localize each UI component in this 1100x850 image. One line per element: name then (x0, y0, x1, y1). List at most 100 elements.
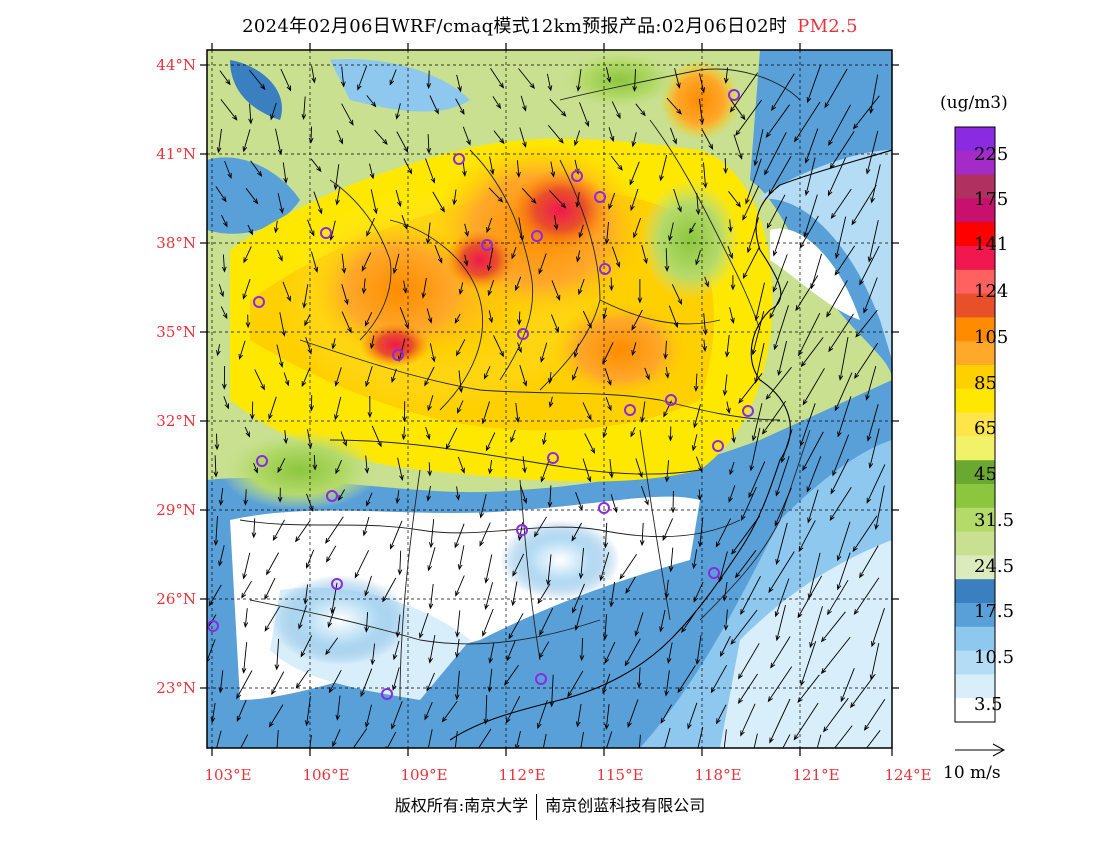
colorbar-label: 3.5 (974, 694, 1003, 715)
arrow-right-icon (992, 743, 1006, 757)
wind-arrow (268, 396, 277, 420)
wind-arrow (336, 130, 343, 145)
wind-arrow (277, 487, 283, 503)
wind-arrow (578, 278, 585, 296)
wind-arrow (434, 244, 443, 264)
wind-arrow (664, 248, 670, 272)
axis-ticks (200, 43, 899, 756)
wind-arrow (364, 312, 373, 327)
wind-arrow (641, 244, 648, 265)
wind-vectors (207, 65, 886, 748)
wind-arrow (241, 580, 252, 599)
wind-arrow (793, 702, 819, 741)
wind-arrow (218, 670, 224, 694)
wind-arrow (216, 128, 222, 154)
wind-arrow (741, 486, 757, 521)
station-marker (207, 620, 219, 632)
wind-arrow (238, 340, 246, 360)
wind-arrow (664, 579, 670, 599)
wind-arrow (389, 69, 397, 86)
wind-arrow (702, 339, 707, 352)
wind-arrow (733, 134, 743, 160)
wind-arrow (463, 254, 469, 267)
wind-arrow (859, 245, 880, 286)
wind-arrow (249, 69, 266, 91)
wind-arrow (354, 550, 370, 579)
station-marker (708, 567, 720, 579)
wind-arrow (834, 216, 847, 259)
colorbar-swatch (955, 436, 995, 461)
wind-arrow (580, 731, 584, 748)
wind-arrow (740, 703, 756, 737)
colorbar-swatch (955, 174, 995, 199)
wind-arrow (630, 427, 636, 438)
station-marker (392, 349, 404, 361)
wind-arrow (745, 158, 762, 205)
wind-arrow (761, 400, 787, 435)
wind-arrow (695, 250, 701, 266)
chart-title: 2024年02月06日WRF/cmaq模式12km预报产品:02月06日02时 P… (0, 12, 1100, 38)
wind-arrow (602, 614, 608, 641)
wind-arrow (335, 459, 343, 475)
wind-arrow (326, 545, 337, 563)
wind-arrow (360, 668, 373, 698)
wind-arrow (572, 583, 585, 614)
wind-arrow (295, 520, 311, 543)
wind-arrow (547, 485, 553, 508)
wind-arrow (611, 246, 621, 268)
wind-arrow (282, 162, 288, 184)
wind-arrow (484, 582, 494, 611)
wind-arrow (579, 637, 585, 662)
wind-arrow (483, 694, 489, 725)
wind-arrow (734, 550, 757, 579)
wind-arrow (362, 516, 370, 537)
station-marker (481, 239, 493, 251)
station-marker (320, 227, 332, 239)
station-marker (728, 89, 740, 101)
wind-arrow (402, 401, 407, 423)
wind-arrow (306, 549, 315, 569)
lon-label: 115°E (596, 766, 643, 784)
wind-arrow (802, 431, 824, 472)
wind-arrow (243, 608, 249, 629)
wind-arrow (728, 219, 733, 233)
wind-arrow (768, 156, 792, 196)
colorbar-unit: (ug/m3) (940, 93, 1008, 113)
wind-arrow (806, 456, 822, 493)
wind-arrow (807, 489, 819, 524)
wind-arrow (486, 247, 494, 272)
wind-arrow (746, 217, 760, 254)
wind-arrow (208, 584, 222, 607)
wind-arrow (828, 313, 854, 353)
wind-arrow (697, 489, 703, 501)
wind-arrow (797, 575, 823, 619)
wind-arrow (697, 726, 704, 748)
wind-arrow (853, 577, 880, 616)
wind-arrow (608, 127, 615, 143)
wind-arrow (216, 730, 222, 748)
wind-arrow (243, 246, 252, 264)
wind-arrow (540, 458, 550, 483)
wind-arrow (630, 188, 639, 212)
wind-arrow (852, 515, 878, 553)
wind-arrow (282, 281, 291, 302)
wind-arrow (689, 222, 696, 234)
wind-arrow (716, 704, 727, 725)
wind-arrow (697, 517, 704, 548)
wind-arrow (512, 553, 525, 577)
wind-arrow (479, 522, 491, 547)
wind-arrow (871, 608, 885, 648)
wind-arrow (341, 103, 354, 126)
wind-arrow (823, 697, 849, 733)
wind-arrow (370, 189, 378, 215)
wind-arrow (704, 276, 709, 288)
wind-arrow (243, 489, 249, 506)
wind-arrow (283, 372, 290, 387)
wind-arrow (492, 96, 502, 110)
wind-arrow (484, 554, 493, 584)
wind-arrow (599, 552, 610, 582)
wind-arrow (809, 606, 823, 649)
wind-arrow (668, 426, 673, 442)
wind-arrow (619, 554, 637, 580)
wind-arrow (865, 130, 879, 175)
